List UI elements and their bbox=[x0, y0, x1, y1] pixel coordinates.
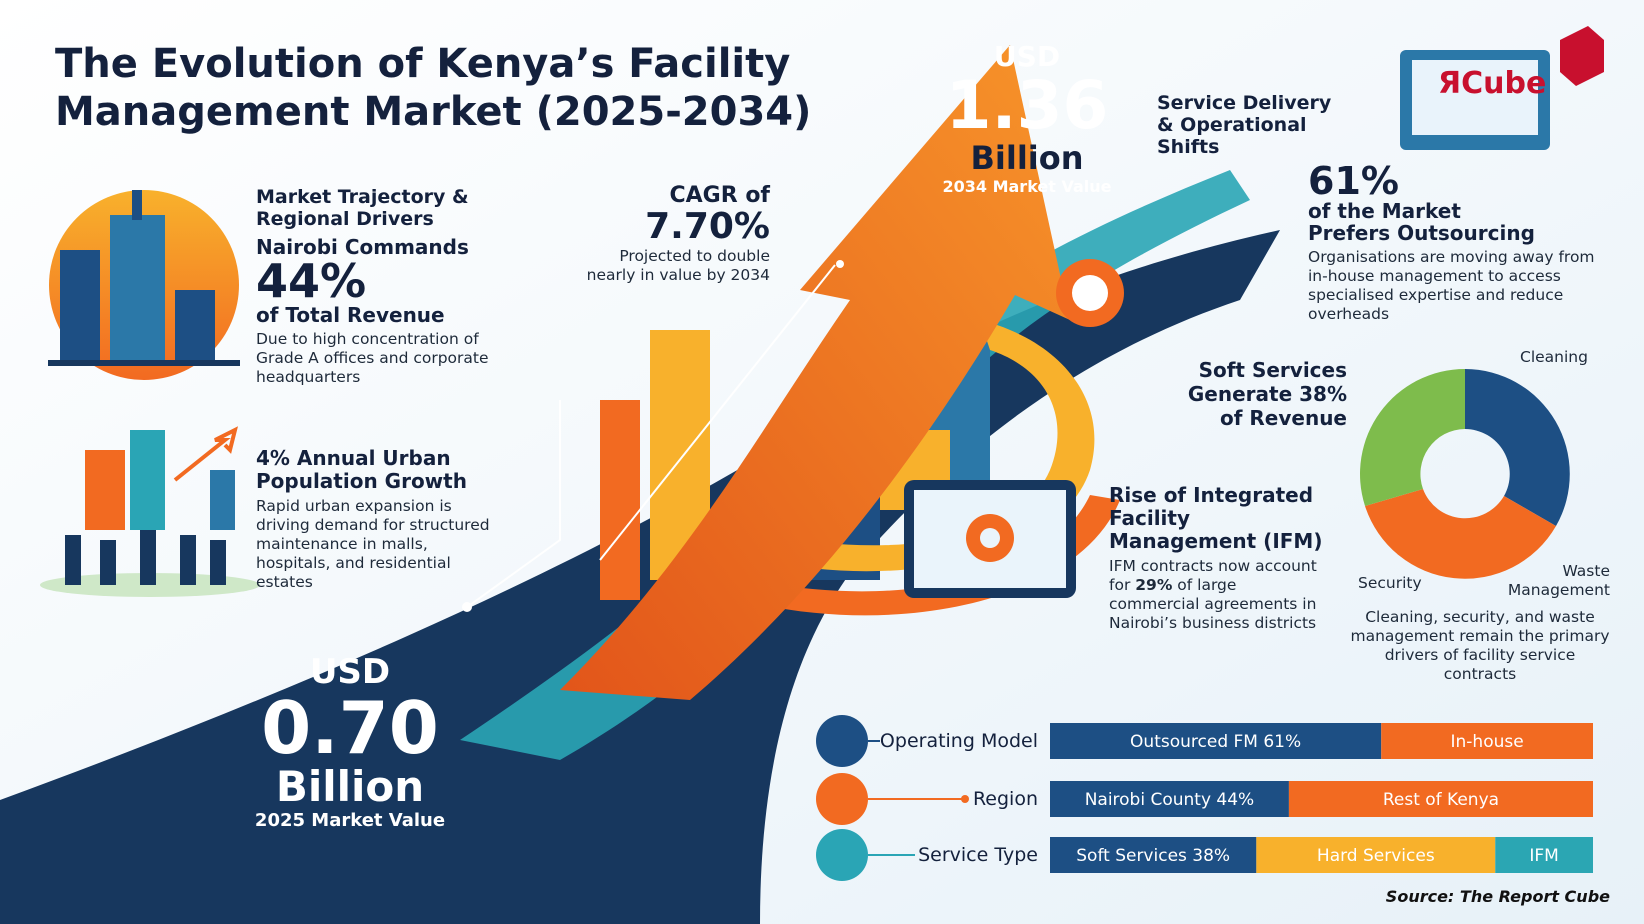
soft-heading: Soft Services Generate 38% of Revenue bbox=[1187, 358, 1347, 430]
donut-caption: Cleaning, security, and waste management… bbox=[1350, 608, 1610, 683]
cagr-note: Projected to double nearly in value by 2… bbox=[586, 247, 770, 284]
description: Rapid urban expansion is driving demand … bbox=[256, 497, 490, 591]
regional-block: Market Trajectory & Regional Drivers Nai… bbox=[256, 186, 506, 387]
figure-caption: of Total Revenue bbox=[256, 303, 445, 327]
description: Organisations are moving away from in-ho… bbox=[1308, 248, 1595, 323]
highlight: 29% bbox=[1135, 576, 1173, 594]
description: Due to high concentration of Grade A off… bbox=[256, 330, 489, 386]
outsourcing-block: 61% of the Market Prefers Outsourcing Or… bbox=[1308, 162, 1598, 324]
cagr-label: CAGR of bbox=[669, 183, 770, 208]
figure: 44% bbox=[256, 254, 367, 308]
title-line: Management Market (2025-2034) bbox=[55, 89, 812, 135]
heading: 4% Annual Urban Population Growth bbox=[256, 446, 467, 493]
title-line: The Evolution of Kenya’s Facility bbox=[55, 41, 791, 87]
heading: Market Trajectory & Regional Drivers bbox=[256, 186, 469, 230]
logo-mark: Я bbox=[1438, 66, 1462, 101]
text: IFM contracts now account for bbox=[1109, 557, 1317, 594]
donut-label: Security bbox=[1358, 574, 1422, 592]
segment-label: Nairobi County 44% bbox=[1085, 790, 1255, 810]
shifts-heading: Service Delivery & Operational Shifts bbox=[1157, 92, 1332, 158]
amount: 0.70 bbox=[261, 686, 439, 770]
bar-segment bbox=[1050, 781, 1289, 817]
caption: 2025 Market Value bbox=[254, 810, 446, 831]
logo-text: Cube bbox=[1461, 66, 1547, 101]
bar-segment bbox=[1256, 837, 1496, 873]
segment-label: Rest of Kenya bbox=[1383, 790, 1499, 810]
currency: USD bbox=[993, 40, 1061, 73]
donut-label: Waste Management bbox=[1507, 562, 1610, 599]
source: Source: The Report Cube bbox=[1385, 887, 1610, 906]
unit: Billion bbox=[275, 762, 425, 811]
start-value: USD 0.70 Billion 2025 Market Value bbox=[240, 652, 460, 831]
segment-label: Hard Services bbox=[1317, 846, 1435, 866]
bar-label: Service Type bbox=[918, 844, 1038, 866]
caption: of the Market Prefers Outsourcing bbox=[1308, 199, 1535, 245]
text: of large commercial agreements in Nairob… bbox=[1109, 576, 1317, 632]
urban-block: 4% Annual Urban Population Growth Rapid … bbox=[256, 447, 506, 592]
bar-segment bbox=[1050, 837, 1257, 873]
bar-segment bbox=[1288, 781, 1593, 817]
cagr-block: CAGR of 7.70% Projected to double nearly… bbox=[570, 185, 770, 285]
segment-label: Outsourced FM 61% bbox=[1130, 732, 1301, 752]
bar-segment bbox=[1381, 723, 1593, 759]
cagr-value: 7.70% bbox=[645, 206, 770, 247]
segment-label: IFM bbox=[1529, 846, 1558, 866]
amount: 1.36 bbox=[945, 67, 1109, 144]
figure: 61% bbox=[1308, 159, 1399, 203]
donut-label: Cleaning bbox=[1520, 348, 1588, 366]
logo: ЯCube bbox=[1438, 66, 1546, 101]
bar-label: Operating Model bbox=[880, 730, 1038, 752]
end-value: USD 1.36 Billion 2034 Market Value bbox=[917, 40, 1137, 196]
unit: Billion bbox=[970, 139, 1084, 177]
lead: Nairobi Commands bbox=[256, 235, 469, 259]
currency: USD bbox=[309, 652, 391, 692]
segment-label: Soft Services 38% bbox=[1076, 846, 1230, 866]
title: The Evolution of Kenya’s Facility Manage… bbox=[55, 40, 811, 136]
caption: 2034 Market Value bbox=[942, 177, 1112, 196]
heading: Rise of Integrated Facility Management (… bbox=[1109, 483, 1323, 553]
bar-label: Region bbox=[973, 788, 1038, 810]
ifm-block: Rise of Integrated Facility Management (… bbox=[1109, 484, 1329, 633]
bar-segment bbox=[1495, 837, 1593, 873]
description: IFM contracts now account for 29% of lar… bbox=[1109, 557, 1329, 633]
segment-label: In-house bbox=[1451, 732, 1524, 752]
bar-segment bbox=[1050, 723, 1382, 759]
